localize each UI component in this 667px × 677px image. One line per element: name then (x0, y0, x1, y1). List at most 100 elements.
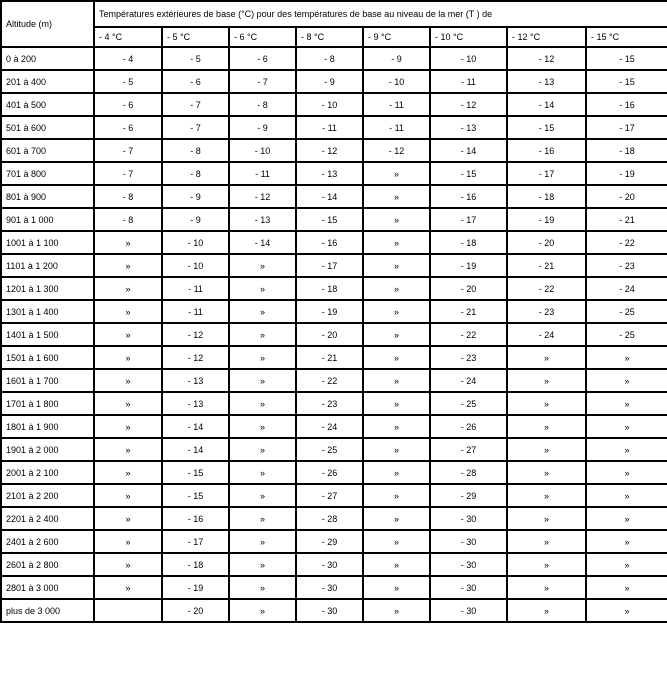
temperature-cell: - 20 (295, 322, 364, 347)
temperature-cell: - 23 (295, 391, 364, 416)
base-temperature-table: Altitude (m) Températures extérieures de… (0, 0, 667, 623)
temperature-cell: - 30 (429, 575, 508, 600)
temperature-cell: » (362, 483, 431, 508)
column-header: - 12 °C (506, 26, 587, 48)
temperature-cell: » (228, 506, 297, 531)
altitude-cell: 2101 à 2 200 (0, 483, 95, 508)
temperature-cell: - 21 (295, 345, 364, 370)
altitude-header: Altitude (m) (0, 0, 95, 48)
temperature-cell: - 20 (584, 184, 667, 209)
temperature-cell: » (506, 598, 587, 623)
temperature-cell: » (584, 483, 667, 508)
temperature-cell: » (584, 598, 667, 623)
temperature-cell: - 17 (429, 207, 508, 232)
temperature-cell: - 30 (295, 552, 364, 577)
temperature-cell: - 20 (506, 230, 587, 255)
temperature-cell: - 25 (584, 322, 667, 347)
temperature-cell: » (228, 322, 297, 347)
altitude-cell: 1001 à 1 100 (0, 230, 95, 255)
temperature-cell: » (93, 391, 163, 416)
temperature-cell: - 6 (228, 46, 297, 71)
temperature-cell: - 16 (584, 92, 667, 117)
temperature-cell: - 29 (295, 529, 364, 554)
table-row: 1601 à 1 700» - 13» - 22» - 24»» (0, 368, 667, 393)
temperature-cell: - 18 (506, 184, 587, 209)
temperature-cell: » (228, 368, 297, 393)
temperature-cell: - 17 (584, 115, 667, 140)
temperature-cell: » (228, 299, 297, 324)
altitude-cell: 401 à 500 (0, 92, 95, 117)
table-body: 0 à 200- 4- 5- 6- 8- 9- 10- 12- 15 201 à … (0, 46, 667, 623)
temperature-cell: » (362, 345, 431, 370)
altitude-cell: 601 à 700 (0, 138, 95, 163)
temperature-cell: - 25 (295, 437, 364, 462)
temperature-cell: - 15 (584, 46, 667, 71)
temperature-cell: » (93, 276, 163, 301)
temperature-cell: - 7 (161, 115, 230, 140)
temperature-cell: - 11 (362, 92, 431, 117)
temperature-cell: - 17 (161, 529, 230, 554)
temperature-cell: - 30 (295, 575, 364, 600)
temperature-cell: - 21 (506, 253, 587, 278)
temperature-cell: - 11 (161, 276, 230, 301)
altitude-cell: 1301 à 1 400 (0, 299, 95, 324)
temperature-cell: » (93, 253, 163, 278)
temperature-cell: - 10 (429, 46, 508, 71)
altitude-cell: 1701 à 1 800 (0, 391, 95, 416)
temperature-cell: - 24 (295, 414, 364, 439)
altitude-cell: 1601 à 1 700 (0, 368, 95, 393)
temperature-cell: » (506, 575, 587, 600)
temperature-cell: » (584, 368, 667, 393)
temperature-cell: » (93, 552, 163, 577)
temperature-cell: » (584, 552, 667, 577)
temperature-cell: - 11 (429, 69, 508, 94)
temperature-cell: - 12 (228, 184, 297, 209)
temperature-cell: » (506, 483, 587, 508)
temperature-cell (93, 598, 163, 623)
temperature-cell: - 14 (161, 414, 230, 439)
temperature-cell: - 26 (429, 414, 508, 439)
temperature-cell: - 18 (429, 230, 508, 255)
temperature-cell: - 14 (161, 437, 230, 462)
temperature-cell: » (362, 460, 431, 485)
temperature-cell: - 10 (295, 92, 364, 117)
temperature-cell: » (93, 460, 163, 485)
temperature-cell: » (506, 414, 587, 439)
temperature-cell: - 13 (161, 368, 230, 393)
column-header: - 6 °C (228, 26, 297, 48)
temperature-cell: - 16 (161, 506, 230, 531)
temperature-cell: - 6 (161, 69, 230, 94)
temperature-cell: - 5 (161, 46, 230, 71)
temperature-cell: » (93, 368, 163, 393)
temperature-cell: - 22 (506, 276, 587, 301)
temperature-cell: - 7 (93, 161, 163, 186)
temperature-cell: » (584, 460, 667, 485)
temperature-cell: » (584, 529, 667, 554)
temperature-cell: » (362, 575, 431, 600)
temperature-cell: » (362, 184, 431, 209)
temperature-cell: - 12 (506, 46, 587, 71)
temperature-cell: » (228, 253, 297, 278)
altitude-cell: 1401 à 1 500 (0, 322, 95, 347)
temperature-cell: - 15 (429, 161, 508, 186)
temperature-cell: - 30 (429, 529, 508, 554)
temperature-cell: - 25 (429, 391, 508, 416)
altitude-cell: 501 à 600 (0, 115, 95, 140)
table-row: 1701 à 1 800» - 13» - 23» - 25»» (0, 391, 667, 416)
table-row: 1401 à 1 500» - 12» - 20» - 22- 24- 25 (0, 322, 667, 347)
temperature-cell: - 30 (429, 598, 508, 623)
table-row: 2201 à 2 400» - 16» - 28» - 30»» (0, 506, 667, 531)
altitude-cell: 2801 à 3 000 (0, 575, 95, 600)
temperature-cell: - 12 (362, 138, 431, 163)
temperature-cell: - 25 (584, 299, 667, 324)
table-row: 2601 à 2 800» - 18» - 30» - 30»» (0, 552, 667, 577)
temperature-cell: » (228, 529, 297, 554)
temperature-cell: » (362, 529, 431, 554)
temperature-cell: - 12 (161, 345, 230, 370)
temperature-cell: » (506, 391, 587, 416)
temperature-cell: » (228, 414, 297, 439)
temperature-cell: » (228, 437, 297, 462)
temperature-cell: » (584, 414, 667, 439)
table-row: 601 à 700- 7- 8- 10- 12- 12- 14- 16- 18 (0, 138, 667, 163)
temperature-cell: » (362, 437, 431, 462)
